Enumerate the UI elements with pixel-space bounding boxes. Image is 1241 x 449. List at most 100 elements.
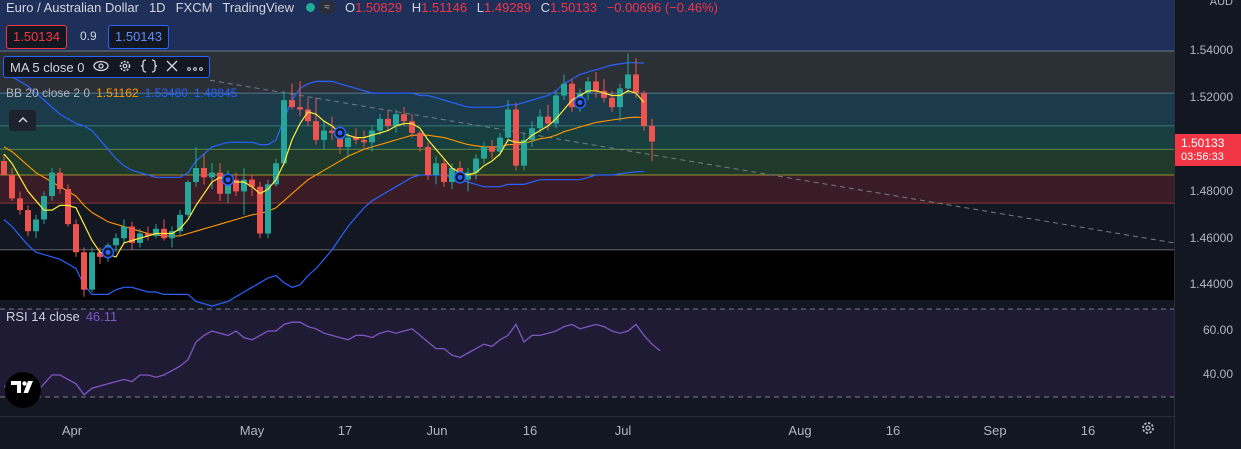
level-band — [0, 175, 1174, 204]
market-open-icon — [305, 2, 315, 12]
trendline-dashed — [209, 79, 1175, 244]
candle — [113, 233, 119, 253]
buy-button[interactable]: 1.50143 — [108, 25, 169, 49]
chart-settings-button[interactable] — [1140, 420, 1156, 441]
low-label: L — [476, 0, 484, 15]
platform-label: TradingView — [222, 0, 294, 15]
candle-body — [129, 226, 135, 243]
candle-body — [601, 90, 607, 98]
close-icon[interactable] — [166, 60, 178, 75]
candle — [121, 219, 127, 243]
candle-body — [609, 97, 615, 108]
candle — [361, 130, 367, 150]
candle-body — [145, 233, 151, 236]
bb-basis-line — [3, 116, 645, 237]
more-icon[interactable] — [187, 60, 204, 75]
event-marker-dot — [105, 249, 111, 255]
low-value: 1.49289 — [484, 0, 531, 15]
candle-body — [25, 210, 31, 232]
candle-body — [65, 189, 71, 225]
candle-body — [521, 139, 527, 166]
candle — [385, 109, 391, 131]
event-marker-dot — [337, 130, 343, 136]
ohlc-values: O1.50829 H1.51146 L1.49289 C1.50133 −0.0… — [345, 0, 724, 15]
candle — [625, 53, 631, 94]
candle-body — [193, 168, 199, 183]
candle-body — [633, 74, 639, 94]
candle — [617, 83, 623, 122]
trendline — [209, 79, 1175, 244]
candle — [561, 74, 567, 101]
candle-body — [449, 168, 455, 183]
ma-label: MA 5 close 0 — [10, 59, 85, 75]
bar-countdown: 03:56:33 — [1181, 151, 1224, 163]
candle-body — [401, 114, 407, 122]
candle-body — [73, 224, 79, 253]
candle-body — [497, 137, 503, 152]
candle — [241, 168, 247, 215]
candle-body — [481, 146, 487, 159]
candle-body — [1, 160, 7, 176]
candle-body — [225, 179, 231, 194]
candle-body — [593, 81, 599, 91]
candle-body — [241, 179, 247, 192]
candle — [249, 175, 255, 197]
candle — [193, 146, 199, 187]
sell-button[interactable]: 1.50134 — [6, 25, 67, 49]
candle-body — [281, 100, 287, 164]
braces-icon[interactable] — [140, 58, 159, 76]
candle-body — [209, 172, 215, 178]
symbol-legend: Euro / Australian Dollar 1D FXCM Trading… — [6, 0, 724, 17]
market-status-toggle[interactable]: ≈ — [305, 0, 335, 14]
candle-body — [329, 130, 335, 133]
candle — [281, 90, 287, 166]
candle — [257, 182, 263, 239]
candle — [313, 97, 319, 145]
candle-body — [305, 109, 311, 122]
candle-body — [433, 163, 439, 176]
candle-body — [441, 163, 447, 183]
candle — [345, 132, 351, 157]
candle-body — [417, 132, 423, 147]
rsi-band — [0, 309, 1174, 397]
candle — [513, 102, 519, 171]
bb-upper-value: 1.53480 — [144, 86, 188, 100]
eye-icon[interactable] — [93, 60, 110, 75]
candle — [49, 168, 55, 201]
time-axis-label: Aug — [788, 423, 812, 438]
candle — [593, 72, 599, 98]
gear-icon[interactable] — [118, 59, 132, 76]
candle-body — [345, 137, 351, 147]
event-markers — [101, 96, 587, 259]
candle — [609, 90, 615, 112]
candle — [25, 205, 31, 236]
candle — [41, 191, 47, 225]
candle-body — [353, 137, 359, 140]
candle — [497, 132, 503, 157]
interval-label[interactable]: 1D — [148, 0, 166, 15]
symbol-title[interactable]: Euro / Australian Dollar — [6, 0, 139, 15]
price-chart[interactable] — [0, 0, 1175, 416]
candle — [553, 90, 559, 129]
candle-body — [561, 83, 567, 96]
collapse-legend-button[interactable] — [9, 110, 36, 131]
candle-body — [505, 109, 511, 138]
candle — [153, 224, 159, 239]
candle-body — [545, 116, 551, 124]
candle-body — [537, 116, 543, 129]
current-price-label: 1.50133 03:56:33 — [1175, 134, 1241, 166]
rsi-legend[interactable]: RSI 14 close 46.11 — [6, 308, 117, 324]
price-axis[interactable]: AUD 1.54000 1.52000 1.48000 1.46000 1.44000 … — [1174, 0, 1241, 449]
bb-basis-value: 1.51162 — [96, 86, 139, 100]
bb-legend[interactable]: BB 20 close 2 0 1.51162 1.53480 1.48845 — [6, 85, 237, 101]
chart-pane[interactable]: Euro / Australian Dollar 1D FXCM Trading… — [0, 0, 1175, 416]
candle-body — [257, 186, 263, 234]
candle-body — [641, 93, 647, 126]
candle — [97, 247, 103, 264]
approx-icon[interactable]: ≈ — [318, 0, 335, 14]
time-axis[interactable]: Apr May 17 Jun 16 Jul Aug 16 Sep 16 — [0, 416, 1174, 449]
candle — [393, 109, 399, 133]
ma-legend[interactable]: MA 5 close 0 — [3, 56, 211, 78]
candle-body — [33, 219, 39, 232]
tradingview-logo[interactable] — [5, 372, 41, 408]
